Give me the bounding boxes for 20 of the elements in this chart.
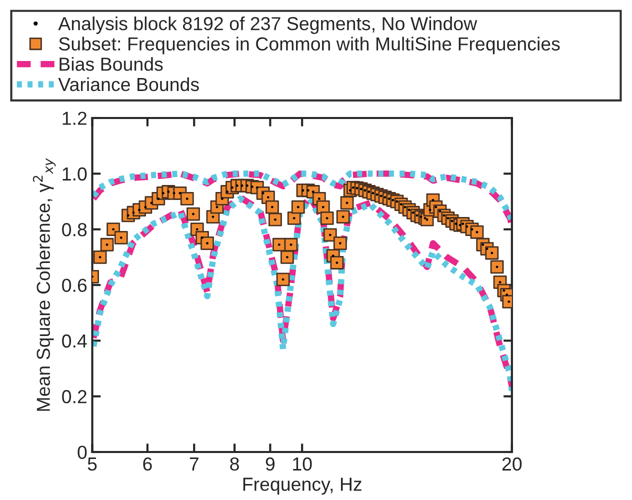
legend-label: Subset: Frequencies in Common with MultiSine Frequencies: [59, 36, 560, 54]
y-axis-title: Mean Square Coherence, γ$^{2}$$_{xy}$: [32, 158, 56, 411]
y-tick-label: 0: [78, 446, 87, 459]
y-tick-label: 1.0: [62, 167, 87, 181]
legend-label: Variance Bounds: [58, 77, 199, 92]
x-tick-label: 9: [266, 457, 275, 471]
y-tick-label: 0.2: [62, 390, 86, 404]
y-tick-label: 0.6: [62, 278, 87, 292]
x-tick-label: 6: [143, 457, 152, 471]
legend-label: Bias Bounds: [60, 57, 163, 71]
y-tick-label: 0.4: [62, 334, 87, 348]
x-tick-label: 20: [502, 457, 522, 471]
y-tick-label: 0.8: [62, 223, 87, 236]
x-tick-label: 5: [88, 458, 97, 471]
y-tick-label: 1.2: [62, 112, 86, 125]
x-tick-label: 8: [230, 457, 239, 471]
x-axis-title: Frequency, Hz: [243, 478, 362, 495]
x-tick-label: 10: [293, 457, 312, 471]
x-tick-label: 7: [190, 458, 198, 470]
legend-label: Analysis block 8192 of 237 Segments, No Window: [58, 16, 478, 34]
